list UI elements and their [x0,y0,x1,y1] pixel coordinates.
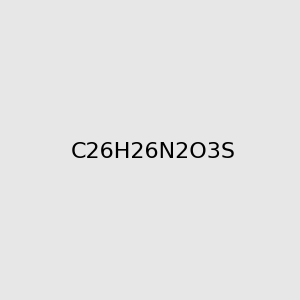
Text: C26H26N2O3S: C26H26N2O3S [71,142,236,161]
